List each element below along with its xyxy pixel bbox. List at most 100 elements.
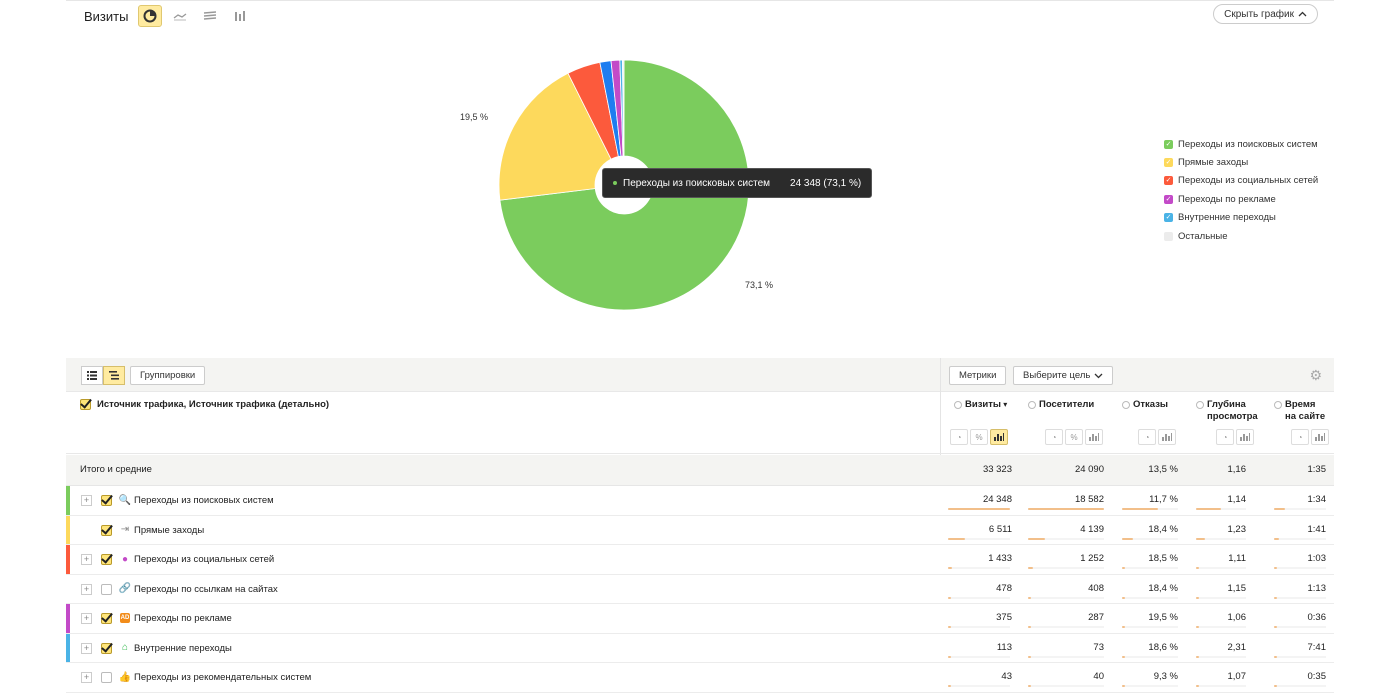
table-row[interactable]: ⇥ Прямые заходы 6 511 4 139 18,4 % 1,23 1:41 [66, 515, 1334, 545]
percent-icon[interactable]: % [1065, 429, 1083, 445]
line-view-button[interactable] [168, 5, 192, 27]
metric-view-icons: ◔ [1216, 429, 1254, 445]
value-bar-track [948, 655, 1010, 658]
table-row[interactable]: + 🔍 Переходы из поисковых систем 24 348 18 5… [66, 486, 1334, 516]
expand-row-icon[interactable]: + [81, 583, 92, 595]
pie-mini-icon[interactable]: ◔ [1291, 429, 1309, 445]
value-bar [1028, 567, 1034, 569]
pie-view-button[interactable] [138, 5, 163, 27]
dimension-header-label: Источник трафика, Источник трафика (дета… [97, 399, 330, 410]
row-checkbox[interactable] [101, 495, 112, 506]
gear-icon[interactable]: ⚙ [1309, 367, 1322, 383]
legend-item[interactable]: ✓ Внутренние переходы [1164, 209, 1318, 227]
table-row[interactable]: + 🔗 Переходы по ссылкам на сайтах 478 408 18,… [66, 574, 1334, 604]
metric-header[interactable]: Время на сайте [1274, 399, 1325, 423]
row-name[interactable]: Переходы из социальных сетей [134, 554, 275, 565]
bar-mini-icon[interactable] [1085, 429, 1103, 445]
legend-item[interactable]: ✓ Прямые заходы [1164, 153, 1318, 171]
sort-radio-icon[interactable] [954, 401, 962, 409]
row-name[interactable]: Переходы из поисковых систем [134, 495, 274, 506]
legend-item[interactable]: Остальные [1164, 227, 1318, 245]
legend-item[interactable]: ✓ Переходы по рекламе [1164, 190, 1318, 208]
bar-mini-icon[interactable] [1158, 429, 1176, 445]
slice-direct[interactable] [498, 72, 612, 201]
metric-header[interactable]: Посетители [1028, 399, 1094, 411]
table-row[interactable]: + ● Переходы из социальных сетей 1 433 1 252… [66, 545, 1334, 575]
metrics-button[interactable]: Метрики [949, 366, 1007, 385]
sort-radio-icon[interactable] [1196, 401, 1204, 409]
percent-icon[interactable]: % [970, 429, 988, 445]
bar-view-button[interactable] [228, 5, 252, 27]
groupings-button[interactable]: Группировки [130, 366, 206, 385]
slice-search[interactable] [499, 59, 750, 311]
sort-radio-icon[interactable] [1028, 401, 1036, 409]
value-bar-track [1122, 596, 1178, 599]
list-view-button[interactable] [81, 366, 103, 385]
row-checkbox[interactable] [101, 554, 112, 565]
row-checkbox[interactable] [101, 524, 112, 536]
bar-mini-icon[interactable] [990, 429, 1008, 445]
table-row[interactable]: + ⌂ Внутренние переходы 113 73 18,6 % 2,31 7:41 [66, 633, 1334, 663]
metric-header[interactable]: Отказы [1122, 399, 1168, 411]
table-row[interactable]: + 👍 Переходы из рекомендательных систем 43 4… [66, 663, 1334, 693]
sort-radio-icon[interactable] [1274, 401, 1282, 409]
expand-row-icon[interactable]: + [81, 495, 92, 506]
pie-chart [498, 59, 750, 311]
value-bar [1028, 508, 1104, 510]
direct-entry-icon: ⇥ [120, 524, 130, 535]
row-cell: 1:41 [1307, 523, 1327, 535]
slice-other[interactable] [622, 59, 625, 157]
table-header: Источник трафика, Источник трафика (дета… [66, 392, 1334, 454]
legend-item[interactable]: ✓ Переходы из социальных сетей [1164, 172, 1318, 190]
expand-row-icon[interactable]: + [81, 672, 92, 683]
area-view-button[interactable] [198, 5, 222, 27]
row-checkbox[interactable] [101, 642, 112, 654]
expand-row-icon[interactable]: + [81, 642, 92, 654]
metric-header[interactable]: Визиты ▾ [954, 399, 1007, 411]
row-color-stripe [66, 545, 70, 574]
value-bar-track [1122, 537, 1178, 540]
value-bar [1122, 508, 1158, 510]
value-bar [1196, 626, 1199, 628]
row-cell: 1:03 [1307, 553, 1327, 564]
legend-item[interactable]: ✓ Переходы из поисковых систем [1164, 135, 1318, 153]
expand-row-icon[interactable]: + [81, 554, 92, 565]
table-row[interactable]: + AD Переходы по рекламе 375 287 19,5 % 1,06 0:… [66, 604, 1334, 634]
hide-chart-button[interactable]: Скрыть график [1213, 4, 1318, 24]
metric-header[interactable]: Глубина просмотра [1196, 399, 1258, 423]
dimension-checkbox[interactable] [80, 399, 91, 410]
row-checkbox[interactable] [101, 613, 112, 624]
row-name[interactable]: Прямые заходы [134, 524, 205, 536]
value-bar-track [1274, 508, 1326, 510]
chart-title: Визиты [84, 8, 129, 24]
row-name[interactable]: Переходы по рекламе [134, 613, 232, 624]
tree-view-button[interactable] [103, 366, 125, 385]
row-name[interactable]: Внутренние переходы [134, 642, 232, 654]
expand-row-icon[interactable]: + [81, 613, 92, 624]
metric-header-line2: просмотра [1207, 411, 1258, 422]
bar-mini-icon[interactable] [1311, 429, 1329, 445]
metric-header-line1: Посетители [1039, 399, 1095, 410]
sort-radio-icon[interactable] [1122, 401, 1130, 409]
bar-mini-icon[interactable] [1236, 429, 1254, 445]
row-cell: 0:35 [1307, 671, 1327, 682]
row-cell: 43 [1001, 671, 1012, 682]
row-checkbox[interactable] [101, 672, 112, 683]
pie-mini-icon[interactable]: ◔ [950, 429, 968, 445]
row-checkbox[interactable] [101, 583, 112, 595]
sort-desc-icon[interactable]: ▾ [1001, 400, 1008, 409]
row-cell: 18,6 % [1148, 641, 1178, 653]
legend-swatch [1164, 231, 1173, 241]
pie-mini-icon[interactable]: ◔ [1045, 429, 1063, 445]
stacked-area-icon [204, 11, 217, 20]
value-bar-track [1274, 685, 1326, 687]
pie-mini-icon[interactable]: ◔ [1138, 429, 1156, 445]
row-name[interactable]: Переходы по ссылкам на сайтах [134, 583, 278, 595]
goal-select[interactable]: Выберите цель [1013, 366, 1114, 385]
slice-label-search: 73,1 % [745, 280, 774, 290]
value-bar-track [1196, 508, 1246, 510]
pie-mini-icon[interactable]: ◔ [1216, 429, 1234, 445]
value-bar [1122, 655, 1125, 658]
value-bar [1122, 626, 1125, 628]
row-name[interactable]: Переходы из рекомендательных систем [134, 672, 312, 683]
